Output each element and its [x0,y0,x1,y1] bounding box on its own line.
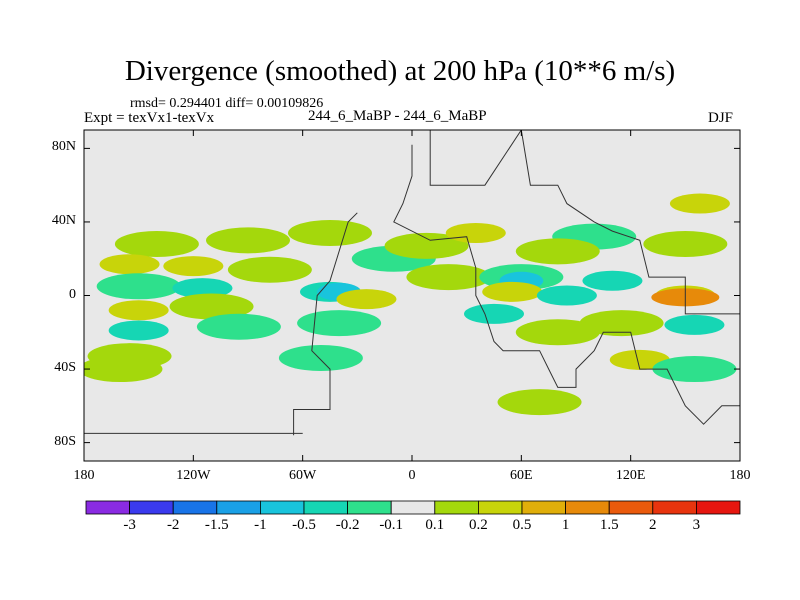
colorbar-swatch [347,500,392,515]
field-blob [108,320,169,341]
field-blob [384,232,469,259]
colorbar-label: -2 [166,517,180,533]
colorbar-label: 1 [561,517,570,533]
x-tick-label: 180 [73,468,95,483]
coastline [293,212,358,436]
coastline [429,130,740,315]
y-tick-label: 40N [51,212,76,228]
colorbar-label: 1.5 [599,517,619,533]
x-tick-label: 60E [510,468,533,483]
field-blob [652,356,737,383]
field-blob [406,264,491,291]
x-tick-label: 120E [615,468,646,483]
y-tick-label: 0 [69,286,76,302]
colorbar-swatch [129,500,174,515]
colorbar-label: 3 [692,517,701,533]
colorbar-label: 2 [649,517,657,533]
experiment-label: Expt = texVx1-texVx [84,110,215,126]
y-tick-label: 80S [54,433,76,449]
colorbar-swatch [85,500,130,515]
colorbar-label: -0.1 [379,517,404,533]
colorbar-label: -0.5 [292,517,316,533]
colorbar-label: 0.5 [512,517,532,533]
colorbar-swatch [259,500,305,515]
field-blob [515,319,600,346]
field-blob [288,219,372,246]
colorbar-swatch [608,500,654,515]
colorbar-swatch [477,500,523,515]
y-tick-label: 40S [54,360,76,376]
field-blob [172,278,233,299]
field-blob [664,314,725,335]
colorbar-swatch [172,500,218,515]
x-tick-label: 60W [289,468,317,483]
field-blob [582,270,643,291]
field-blob [482,281,543,302]
stats-label: rmsd= 0.294401 diff= 0.00109826 [130,96,324,111]
field-blob [84,356,163,383]
colorbar-swatch [521,500,566,515]
field-blob [278,345,363,372]
field-blob [163,256,224,277]
chart-title: Divergence (smoothed) at 200 hPa (10**6 … [124,55,676,87]
experiment-names: 244_6_MaBP - 244_6_MaBP [308,108,487,124]
field-blob [536,285,597,306]
field-blob [297,310,382,337]
field-blob [99,254,160,275]
coastline [393,144,740,425]
colorbar-swatch [303,500,348,515]
field-blob [196,313,281,340]
colorbar-label: -1 [254,517,267,533]
field-blob [643,231,728,258]
field-blob [336,289,397,310]
colorbar-label: 0.1 [425,517,445,533]
field-blob [669,193,730,214]
field-blob [579,310,664,337]
colorbar-swatch [652,500,697,515]
colorbar-label: -1.5 [204,517,229,533]
field-layer [84,193,737,416]
colorbar-swatch [696,500,741,515]
colorbar-label: -3 [123,517,136,533]
colorbar-swatch [565,500,610,515]
field-blob [108,300,169,321]
field-blob [206,227,290,254]
colorbar-swatch [434,500,479,515]
field-blob [445,222,506,243]
field-blob [497,389,582,416]
colorbar-label: 0.2 [469,517,488,533]
x-tick-label: 180 [729,468,751,483]
field-blob [169,293,254,320]
season-label: DJF [708,110,734,126]
y-tick-label: 80N [51,139,76,155]
field-blob [227,256,312,283]
x-tick-label: 0 [408,468,416,483]
field-blob [464,303,524,324]
field-blob [96,273,181,300]
x-tick-label: 120W [176,468,211,483]
colorbar-swatch [390,500,436,515]
field-blob [515,238,600,265]
colorbar-label: -0.2 [335,517,360,533]
field-blob [114,231,199,258]
colorbar-swatch [216,500,261,515]
